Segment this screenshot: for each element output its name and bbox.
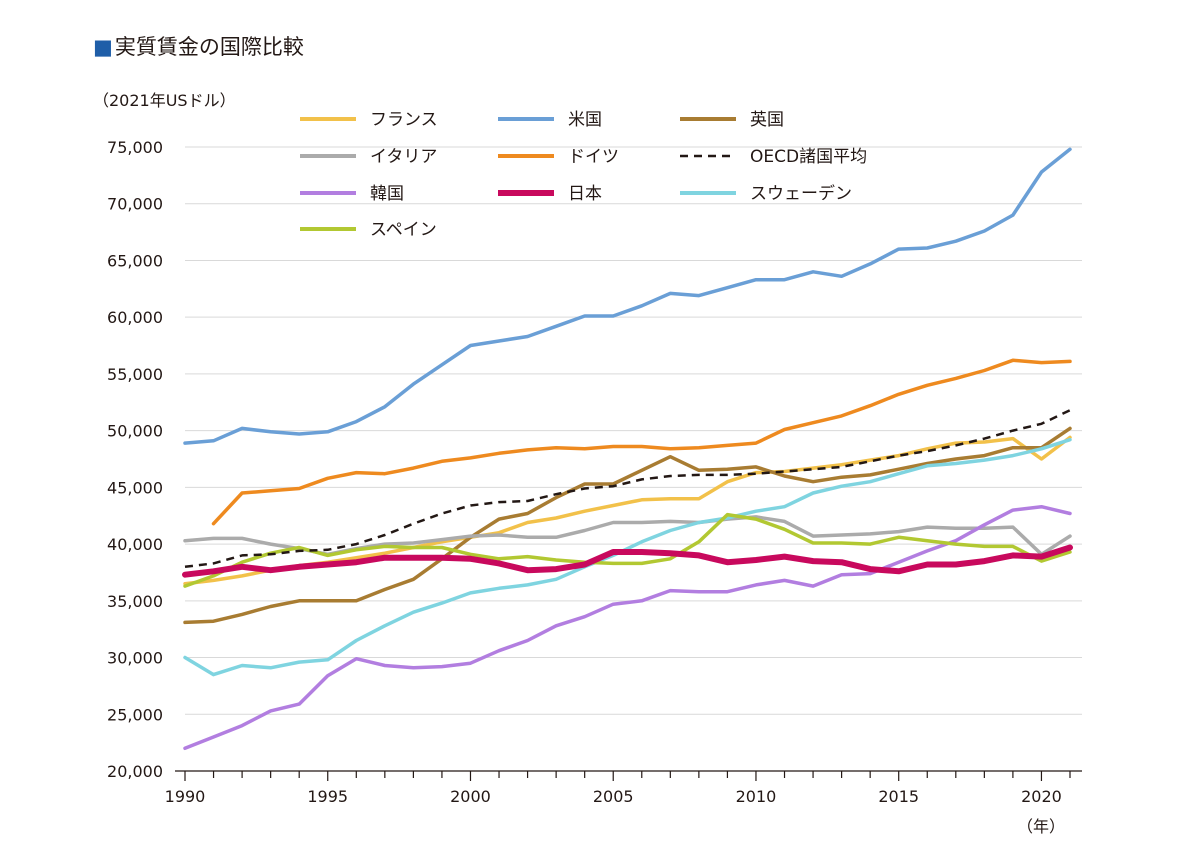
y-tick-label: 45,000: [107, 478, 163, 497]
x-tick-label: 2000: [450, 787, 491, 806]
x-tick-label: 2010: [736, 787, 777, 806]
legend-label: 米国: [568, 110, 602, 130]
legend-label: イタリア: [370, 147, 437, 167]
series-line: [182, 544, 1073, 578]
legend-label: OECD諸国平均: [750, 147, 867, 167]
legend-label: ドイツ: [568, 147, 619, 167]
legend-label: フランス: [370, 110, 438, 130]
series-line: [183, 147, 1072, 445]
x-tick-label: 2020: [1021, 787, 1062, 806]
y-tick-label: 25,000: [107, 705, 163, 724]
series-line: [211, 358, 1072, 526]
y-tick-label: 70,000: [107, 195, 163, 214]
y-tick-label: 20,000: [107, 762, 163, 781]
y-unit-label: （2021年USドル）: [93, 91, 236, 110]
series-line: [183, 426, 1072, 625]
series-line: [183, 512, 1072, 588]
legend-label: 日本: [568, 184, 602, 204]
y-tick-label: 30,000: [107, 649, 163, 668]
y-tick-label: 40,000: [107, 535, 163, 554]
legend-label: スウェーデン: [750, 183, 852, 204]
x-tick-label: 1995: [307, 787, 348, 806]
title-square-marker: ■: [93, 35, 113, 59]
series-line: [183, 504, 1072, 751]
y-tick-label: 50,000: [107, 422, 163, 441]
legend-label: 英国: [750, 110, 784, 130]
x-tick-label: 2005: [593, 787, 634, 806]
y-tick-label: 55,000: [107, 365, 163, 384]
y-tick-label: 75,000: [107, 138, 163, 157]
x-tick-label: 2015: [878, 787, 919, 806]
legend-label: スペイン: [370, 220, 437, 240]
chart-title-text: 実質賃金の国際比較: [114, 35, 304, 59]
x-tick-label: 1990: [165, 787, 206, 806]
x-unit-label: （年）: [1017, 817, 1065, 836]
series-line: [184, 409, 1071, 569]
axes: 20,000 25,000 30,000 35,000 40,000 45,000 50,0…: [107, 138, 1082, 806]
y-tick-label: 60,000: [107, 308, 163, 327]
series-line: [183, 437, 1072, 677]
chart-title: ■実質賃金の国際比較: [93, 31, 304, 61]
y-tick-label: 65,000: [107, 251, 163, 270]
series-lines: [182, 147, 1073, 751]
legend-label: 韓国: [370, 184, 404, 204]
y-tick-label: 35,000: [107, 592, 163, 611]
gridlines: [185, 146, 1082, 715]
